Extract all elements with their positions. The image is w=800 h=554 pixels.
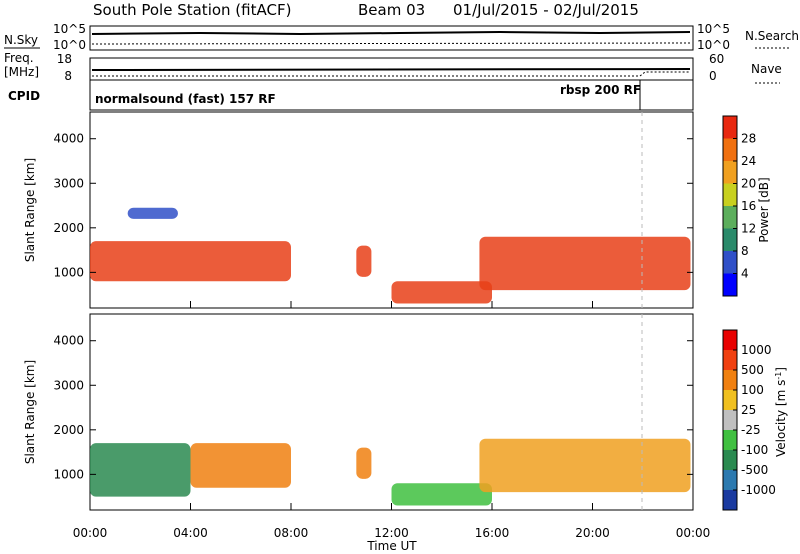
ytick-label-3: 1000 <box>53 467 84 481</box>
data-region-2 <box>356 447 372 479</box>
cbar-segment-4 <box>723 410 737 431</box>
data-region-2 <box>356 245 372 277</box>
cbar-label-1: 24 <box>741 154 756 168</box>
time-xaxis: 00:00 04:00 08:00 12:00 16:00 20:00 00:00 <box>73 301 711 540</box>
nave-label: Nave <box>751 62 782 76</box>
cbar-segment-5 <box>723 430 737 451</box>
cbar-label-1: 500 <box>741 363 764 377</box>
nave-tick-bottom: 0 <box>709 69 717 83</box>
nsky-tick-top: 10^5 <box>53 22 86 36</box>
nsearch-tick-bottom: 10^0 <box>697 38 730 52</box>
power-data-layer <box>90 207 691 304</box>
data-region-3 <box>391 483 492 506</box>
data-region-4 <box>479 236 691 291</box>
cbar-label-4: 12 <box>741 222 756 236</box>
cpid-panel-frame <box>89 79 694 111</box>
ytick-label-0: 4000 <box>53 132 84 146</box>
xtick-label-6: 00:00 <box>676 526 711 540</box>
cbar-label-0: 28 <box>741 132 756 146</box>
data-region-0 <box>90 241 291 282</box>
cbar-segment-6 <box>723 251 737 274</box>
cbar-label-4: -25 <box>741 423 761 437</box>
xtick-label-1: 04:00 <box>173 526 208 540</box>
nsearch-tick-top: 10^5 <box>697 22 730 36</box>
nave-tick-top: 60 <box>709 52 724 66</box>
ytick-label-2: 2000 <box>53 423 84 437</box>
cbar-segment-8 <box>723 490 737 511</box>
power-yaxis: 4000 3000 2000 1000 <box>53 132 693 279</box>
cpid-label: CPID <box>8 89 40 103</box>
power-colorbar: 28 24 20 16 12 8 4 <box>722 115 756 297</box>
cbar-segment-5 <box>723 228 737 252</box>
cbar-label-2: 100 <box>741 383 764 397</box>
data-region-1 <box>190 443 291 488</box>
time-xlabel: Time UT <box>366 539 417 553</box>
cbar-segment-7 <box>723 470 737 491</box>
chart-title: South Pole Station (fitACF) <box>93 1 292 19</box>
power-ylabel: Slant Range [km] <box>23 158 37 262</box>
cbar-label-0: 1000 <box>741 343 772 357</box>
freq-trace <box>91 68 691 71</box>
beam-label: Beam 03 <box>358 1 426 19</box>
chart-title-bar: South Pole Station (fitACF) Beam 03 01/J… <box>0 0 800 22</box>
nsky-trace <box>91 30 691 36</box>
ytick-label-2: 2000 <box>53 221 84 235</box>
cbar-label-5: -100 <box>741 443 768 457</box>
cbar-label-5: 8 <box>741 244 749 258</box>
freq-unit: [MHz] <box>4 65 39 79</box>
data-region-0 <box>90 443 191 497</box>
xtick-label-5: 20:00 <box>575 526 610 540</box>
velocity-colorbar: 1000 500 100 25 -25 -100 -500 -1000 <box>722 329 776 511</box>
cpid-mode-2: rbsp 200 RF <box>560 83 641 97</box>
xtick-label-2: 08:00 <box>274 526 309 540</box>
cbar-segment-2 <box>723 161 737 184</box>
cbar-segment-6 <box>723 450 737 471</box>
xtick-label-3: 12:00 <box>374 526 409 540</box>
velocity-ylabel: Slant Range [km] <box>23 360 37 464</box>
ytick-label-1: 3000 <box>53 176 84 190</box>
cbar-segment-3 <box>723 390 737 411</box>
cbar-segment-0 <box>723 116 737 139</box>
nsky-tick-bottom: 10^0 <box>53 38 86 52</box>
cbar-label-6: 4 <box>741 267 749 281</box>
cbar-segment-4 <box>723 206 737 229</box>
cbar-segment-0 <box>723 330 737 351</box>
cbar-segment-1 <box>723 350 737 371</box>
velocity-yaxis: 4000 3000 2000 1000 <box>53 334 693 481</box>
nave-trace <box>92 71 690 77</box>
xtick-label-4: 16:00 <box>475 526 510 540</box>
nsky-panel-frame <box>89 25 694 51</box>
cbar-frame <box>722 329 738 511</box>
power-cbar-label: Power [dB] <box>757 177 771 242</box>
nsearch-label: N.Search <box>745 29 799 43</box>
cbar-label-3: 25 <box>741 403 756 417</box>
cbar-label-6: -500 <box>741 463 768 477</box>
nsky-label: N.Sky <box>4 33 38 47</box>
cbar-label-7: -1000 <box>741 483 776 497</box>
date-range: 01/Jul/2015 - 02/Jul/2015 <box>453 1 639 19</box>
ytick-label-1: 3000 <box>53 378 84 392</box>
xtick-label-0: 00:00 <box>73 526 108 540</box>
cbar-label-2: 20 <box>741 177 756 191</box>
data-region-1 <box>127 207 178 219</box>
cbar-segment-3 <box>723 183 737 207</box>
data-region-3 <box>391 281 492 304</box>
cbar-segment-1 <box>723 138 737 162</box>
cbar-segment-7 <box>723 273 737 297</box>
cbar-label-3: 16 <box>741 199 756 213</box>
ytick-label-0: 4000 <box>53 334 84 348</box>
freq-tick-top: 18 <box>57 52 72 66</box>
freq-tick-bottom: 8 <box>64 69 72 83</box>
ytick-label-3: 1000 <box>53 265 84 279</box>
nsearch-trace <box>91 42 691 45</box>
velocity-data-layer <box>90 438 691 506</box>
velocity-cbar-label: Velocity [m s-1] <box>774 367 789 457</box>
cbar-segment-2 <box>723 370 737 391</box>
cpid-mode-1: normalsound (fast) 157 RF <box>95 92 276 106</box>
freq-label: Freq. <box>4 51 34 65</box>
data-region-4 <box>479 438 691 493</box>
